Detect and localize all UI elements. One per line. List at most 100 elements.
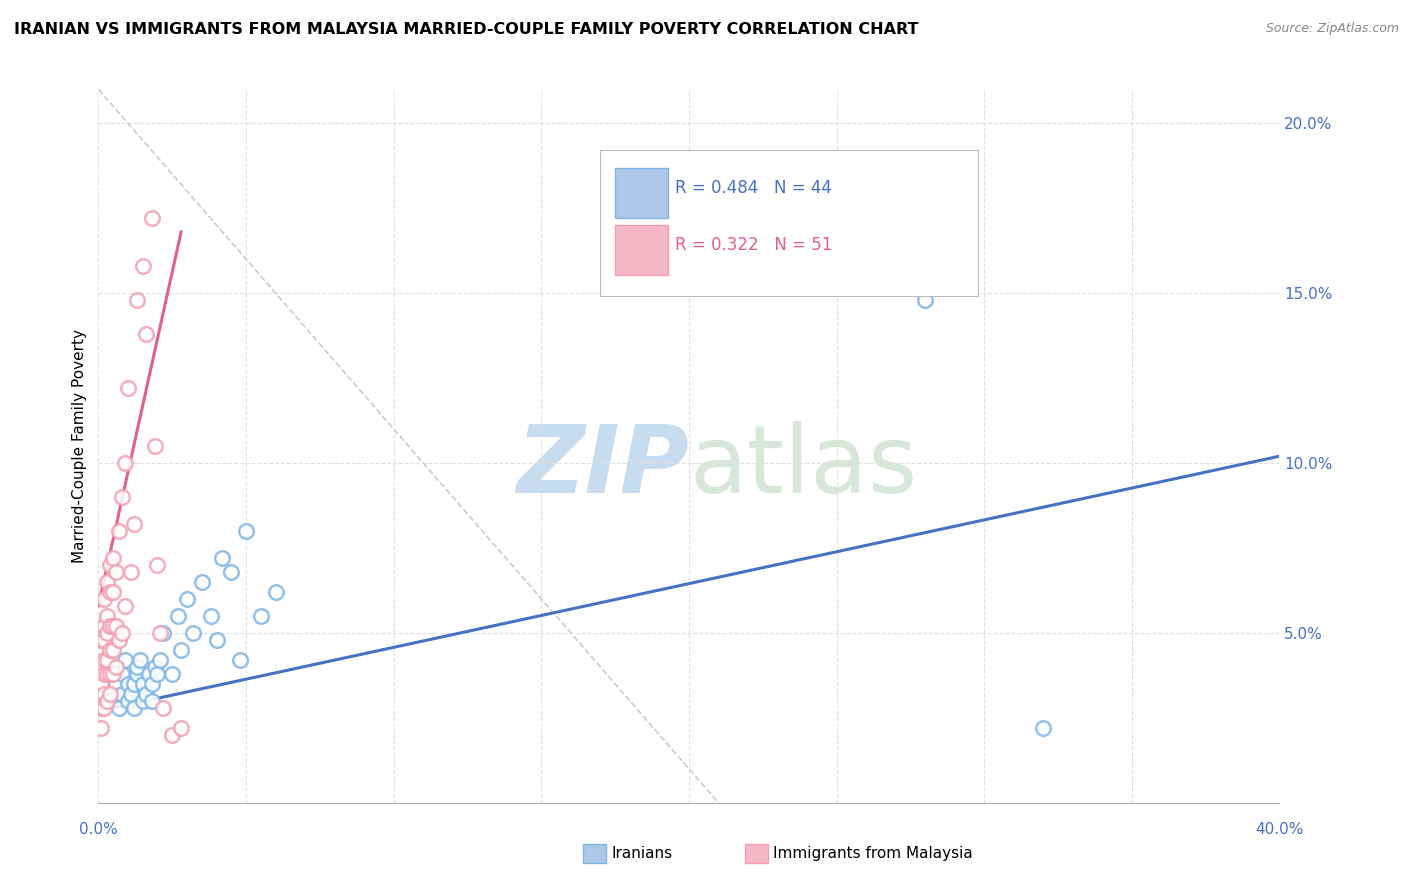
Point <box>93 632 115 647</box>
Point <box>114 599 136 613</box>
Point <box>114 456 136 470</box>
FancyBboxPatch shape <box>614 225 668 275</box>
Point <box>152 626 174 640</box>
Point <box>170 643 193 657</box>
Point <box>125 293 148 307</box>
Point <box>219 565 242 579</box>
Point <box>108 632 131 647</box>
Text: IRANIAN VS IMMIGRANTS FROM MALAYSIA MARRIED-COUPLE FAMILY POVERTY CORRELATION CH: IRANIAN VS IMMIGRANTS FROM MALAYSIA MARR… <box>14 22 918 37</box>
Point <box>132 694 155 708</box>
Text: atlas: atlas <box>689 421 917 514</box>
Point <box>90 677 112 691</box>
Point <box>105 565 128 579</box>
Point <box>146 666 169 681</box>
Point <box>90 660 112 674</box>
Point <box>1032 721 1054 735</box>
Point <box>98 643 121 657</box>
Text: Source: ZipAtlas.com: Source: ZipAtlas.com <box>1265 22 1399 36</box>
Point <box>98 687 121 701</box>
Point <box>200 608 222 623</box>
Point <box>135 326 157 341</box>
Point <box>128 653 150 667</box>
Point <box>235 524 257 538</box>
Point <box>181 626 204 640</box>
Point <box>135 687 157 701</box>
Text: Immigrants from Malaysia: Immigrants from Malaysia <box>773 847 973 861</box>
FancyBboxPatch shape <box>614 168 668 218</box>
Point <box>90 700 112 714</box>
Point <box>138 666 160 681</box>
Point <box>90 632 112 647</box>
Point <box>141 211 163 226</box>
Point <box>117 677 139 691</box>
Point <box>108 524 131 538</box>
Point <box>132 677 155 691</box>
Point <box>120 565 142 579</box>
FancyBboxPatch shape <box>600 150 979 296</box>
Point <box>191 574 214 589</box>
Point <box>111 626 134 640</box>
Point <box>103 551 125 566</box>
Point <box>205 632 228 647</box>
Point <box>111 687 134 701</box>
Point <box>105 619 128 633</box>
Point <box>162 728 183 742</box>
Point <box>143 660 166 674</box>
Point <box>103 619 125 633</box>
Point <box>125 660 148 674</box>
Point <box>105 660 128 674</box>
Point <box>149 626 172 640</box>
Point <box>125 666 148 681</box>
Point <box>229 653 252 667</box>
Point <box>117 381 139 395</box>
Y-axis label: Married-Couple Family Poverty: Married-Couple Family Poverty <box>72 329 87 563</box>
Point <box>132 259 155 273</box>
Point <box>103 585 125 599</box>
Point <box>103 643 125 657</box>
Point <box>96 694 118 708</box>
Point <box>264 585 287 599</box>
Text: 0.0%: 0.0% <box>79 822 118 837</box>
Point <box>93 619 115 633</box>
Point <box>108 700 131 714</box>
Point <box>914 293 936 307</box>
Point <box>149 653 172 667</box>
Point <box>103 687 125 701</box>
Point <box>120 687 142 701</box>
Point <box>117 694 139 708</box>
Point <box>98 558 121 572</box>
Text: ZIP: ZIP <box>516 421 689 514</box>
Point <box>111 666 134 681</box>
Text: 40.0%: 40.0% <box>1256 822 1303 837</box>
Point <box>96 626 118 640</box>
Point <box>111 490 134 504</box>
Point <box>143 439 166 453</box>
Point <box>103 632 125 647</box>
Point <box>122 700 145 714</box>
Point <box>146 558 169 572</box>
Point <box>90 721 112 735</box>
Point <box>98 660 121 674</box>
Text: R = 0.484   N = 44: R = 0.484 N = 44 <box>675 178 831 196</box>
Point <box>122 677 145 691</box>
Point <box>170 721 193 735</box>
Point <box>122 517 145 532</box>
Point <box>105 653 128 667</box>
Point <box>114 653 136 667</box>
Point <box>105 677 128 691</box>
Point <box>141 677 163 691</box>
Point <box>211 551 233 566</box>
Point <box>93 591 115 606</box>
Text: R = 0.322   N = 51: R = 0.322 N = 51 <box>675 235 832 253</box>
Point <box>96 666 118 681</box>
Point <box>93 700 115 714</box>
Point <box>93 653 115 667</box>
Point <box>141 694 163 708</box>
Point <box>152 700 174 714</box>
Point <box>162 666 183 681</box>
Point <box>93 687 115 701</box>
Point <box>96 666 118 681</box>
Point <box>98 666 121 681</box>
Point <box>98 619 121 633</box>
Point <box>167 608 190 623</box>
